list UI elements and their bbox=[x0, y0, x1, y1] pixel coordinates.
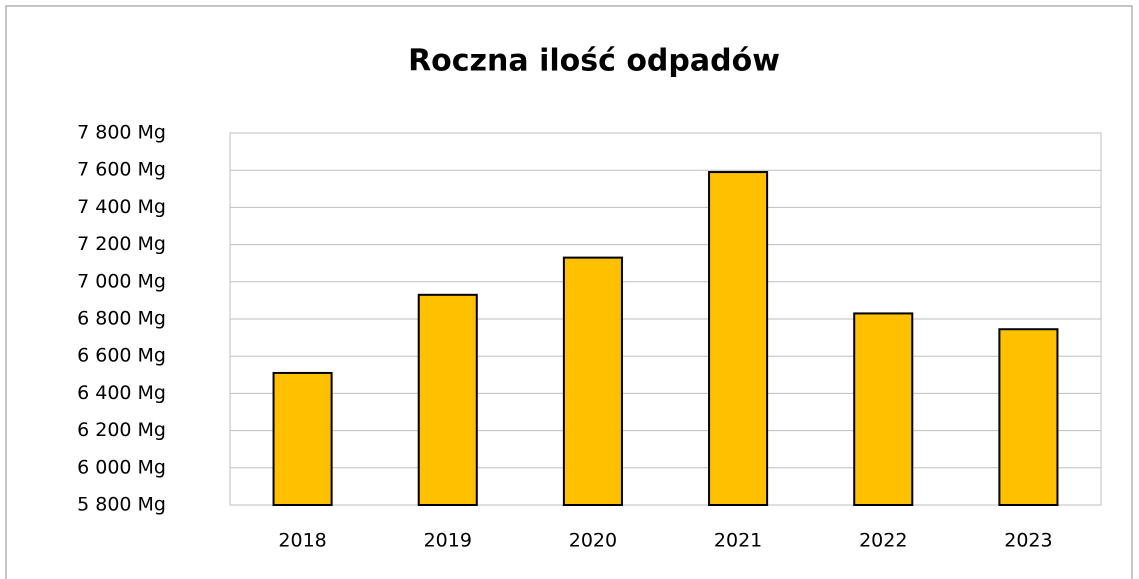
x-tick-label: 2018 bbox=[278, 530, 326, 552]
bar bbox=[272, 371, 333, 506]
y-tick-label: 6 800 Mg bbox=[77, 308, 166, 330]
y-tick-label: 6 400 Mg bbox=[77, 382, 166, 404]
y-tick-label: 5 800 Mg bbox=[77, 494, 166, 516]
bar bbox=[708, 171, 769, 506]
bar bbox=[998, 328, 1059, 507]
x-tick-label: 2023 bbox=[1004, 530, 1052, 552]
y-tick-label: 7 400 Mg bbox=[77, 196, 166, 218]
x-tick-label: 2019 bbox=[424, 530, 472, 552]
chart-title: Roczna ilość odpadów bbox=[408, 44, 780, 79]
y-tick-label: 7 000 Mg bbox=[77, 270, 166, 292]
x-tick-label: 2021 bbox=[714, 530, 762, 552]
y-tick-label: 7 600 Mg bbox=[77, 159, 166, 181]
x-tick-label: 2020 bbox=[569, 530, 617, 552]
y-tick-label: 6 600 Mg bbox=[77, 345, 166, 367]
y-tick-label: 7 800 Mg bbox=[77, 122, 166, 144]
bar bbox=[417, 293, 478, 506]
y-tick-label: 6 000 Mg bbox=[77, 456, 166, 478]
y-tick-label: 7 200 Mg bbox=[77, 233, 166, 255]
x-tick-label: 2022 bbox=[859, 530, 907, 552]
y-tick-label: 6 200 Mg bbox=[77, 419, 166, 441]
bar bbox=[562, 256, 623, 506]
bar bbox=[853, 312, 914, 507]
